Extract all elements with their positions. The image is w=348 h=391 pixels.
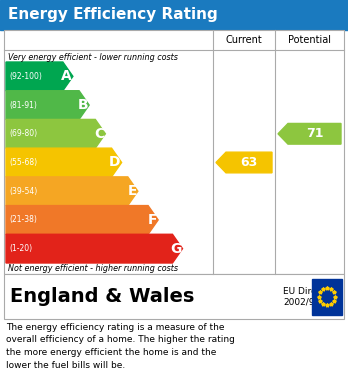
Text: Energy Efficiency Rating: Energy Efficiency Rating (8, 7, 218, 23)
Text: (69-80): (69-80) (9, 129, 37, 138)
Text: (55-68): (55-68) (9, 158, 37, 167)
Text: Potential: Potential (288, 35, 331, 45)
Text: Very energy efficient - lower running costs: Very energy efficient - lower running co… (8, 53, 178, 62)
Polygon shape (6, 206, 158, 234)
Polygon shape (6, 91, 89, 119)
Text: B: B (78, 98, 88, 112)
Polygon shape (216, 152, 272, 173)
Text: G: G (170, 242, 182, 256)
Text: A: A (61, 69, 72, 83)
Polygon shape (278, 124, 341, 144)
Text: F: F (148, 213, 157, 227)
Polygon shape (6, 148, 121, 177)
Text: (81-91): (81-91) (9, 100, 37, 109)
Text: D: D (109, 156, 121, 170)
Text: (1-20): (1-20) (9, 244, 32, 253)
Bar (4, 274, 344, 319)
Text: EU Directive
2002/91/EC: EU Directive 2002/91/EC (283, 287, 339, 306)
Polygon shape (6, 119, 105, 148)
Polygon shape (6, 234, 182, 263)
Text: The energy efficiency rating is a measure of the
overall efficiency of a home. T: The energy efficiency rating is a measur… (6, 323, 235, 369)
Text: C: C (94, 127, 104, 141)
Text: (39-54): (39-54) (9, 187, 37, 196)
Text: (21-38): (21-38) (9, 215, 37, 224)
Text: E: E (127, 184, 137, 198)
Text: (92-100): (92-100) (9, 72, 42, 81)
Bar (312, 278, 342, 314)
Text: 63: 63 (240, 156, 258, 169)
Bar (0, 0, 348, 30)
Bar (4, 30, 344, 274)
Text: 71: 71 (306, 127, 323, 140)
Text: Current: Current (226, 35, 262, 45)
Polygon shape (6, 62, 73, 91)
Polygon shape (6, 177, 138, 206)
Text: England & Wales: England & Wales (10, 287, 195, 306)
Text: Not energy efficient - higher running costs: Not energy efficient - higher running co… (8, 264, 178, 273)
